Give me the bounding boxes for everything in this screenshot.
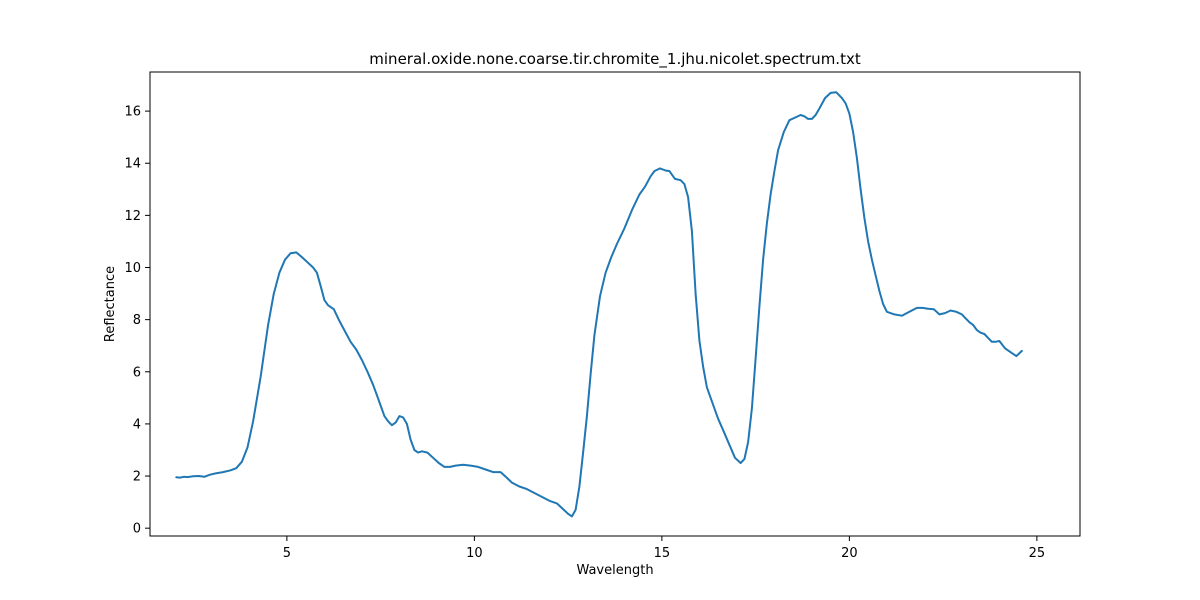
y-tick-label: 0 <box>133 522 141 537</box>
x-axis: 5 10 15 20 25 <box>283 536 1045 561</box>
x-tick-label: 15 <box>654 546 671 561</box>
y-axis-label: Reflectance <box>103 266 118 342</box>
x-tick-label: 10 <box>466 546 483 561</box>
chart-title: mineral.oxide.none.coarse.tir.chromite_1… <box>369 50 861 69</box>
y-tick-label: 2 <box>133 470 141 485</box>
y-tick-label: 10 <box>124 261 141 276</box>
plot-area <box>175 91 1023 518</box>
y-tick-label: 12 <box>124 209 141 224</box>
y-tick-label: 6 <box>133 365 141 380</box>
x-axis-label: Wavelength <box>576 563 653 578</box>
y-tick-label: 16 <box>124 105 141 120</box>
y-tick-label: 4 <box>133 417 141 432</box>
y-tick-label: 8 <box>133 313 141 328</box>
x-tick-label: 5 <box>283 546 291 561</box>
series-line-0 <box>175 91 1023 518</box>
plot-frame <box>149 71 1081 537</box>
x-tick-label: 25 <box>1029 546 1046 561</box>
x-tick-label: 20 <box>841 546 858 561</box>
y-tick-label: 14 <box>124 157 141 172</box>
y-axis: 0 2 4 6 8 10 12 14 16 <box>124 105 150 537</box>
